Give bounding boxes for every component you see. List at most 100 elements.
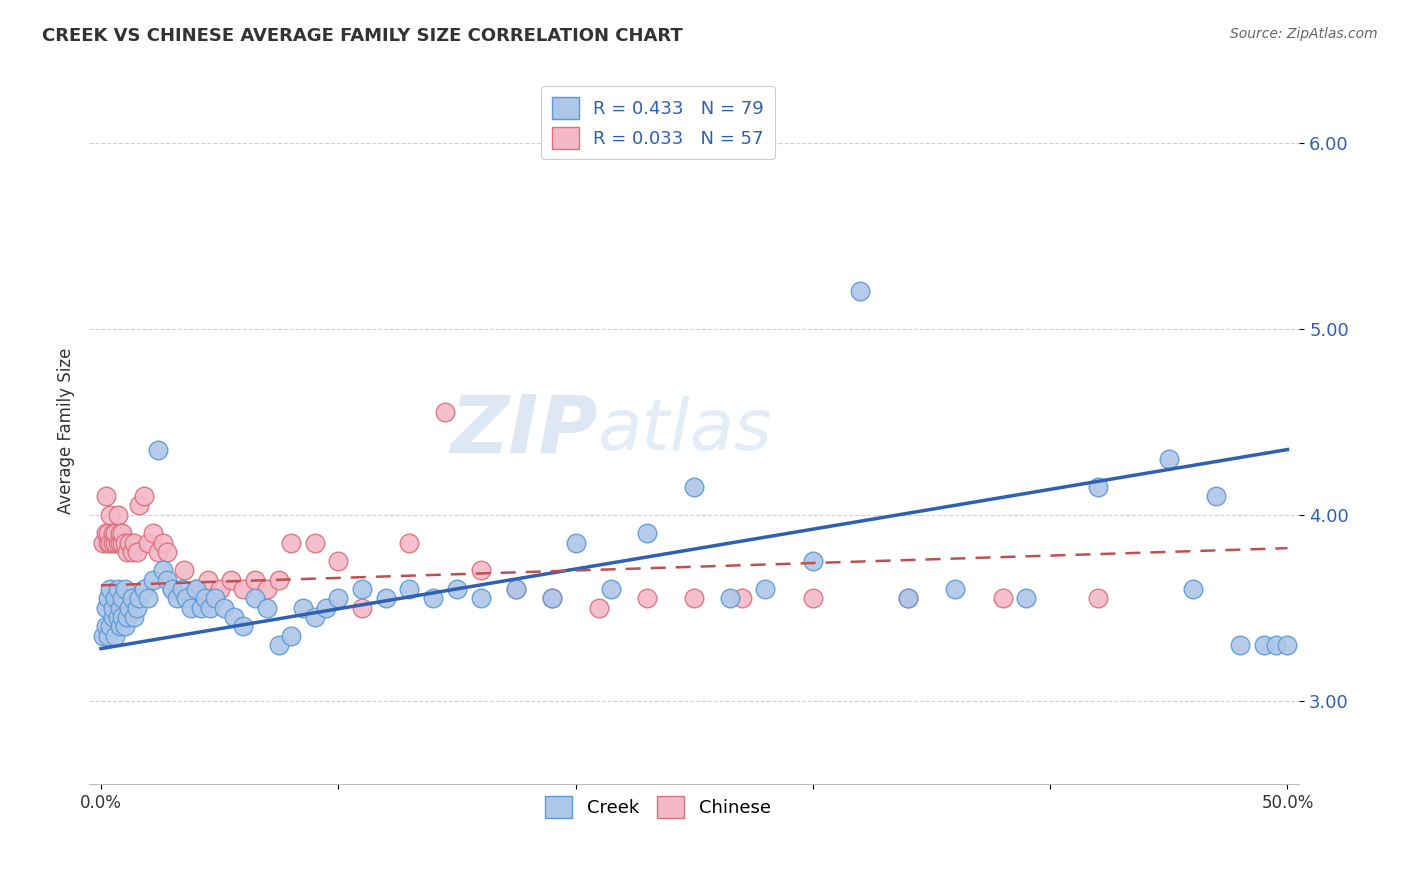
Point xyxy=(267,573,290,587)
Point xyxy=(97,591,120,606)
Point xyxy=(683,480,706,494)
Point xyxy=(256,582,278,596)
Point xyxy=(114,535,136,549)
Point xyxy=(446,582,468,596)
Point xyxy=(160,582,183,596)
Point xyxy=(1253,638,1275,652)
Point xyxy=(398,582,420,596)
Point xyxy=(505,582,527,596)
Point xyxy=(125,545,148,559)
Point xyxy=(801,591,824,606)
Point xyxy=(156,573,179,587)
Point xyxy=(184,582,207,596)
Point xyxy=(118,600,141,615)
Point xyxy=(107,535,129,549)
Point xyxy=(122,535,145,549)
Point xyxy=(304,610,326,624)
Point xyxy=(156,545,179,559)
Point xyxy=(221,573,243,587)
Point xyxy=(142,573,165,587)
Point xyxy=(718,591,741,606)
Point xyxy=(564,535,586,549)
Point xyxy=(100,535,122,549)
Point xyxy=(104,526,127,541)
Point xyxy=(108,535,131,549)
Point xyxy=(897,591,920,606)
Point xyxy=(470,591,492,606)
Point xyxy=(121,591,143,606)
Point xyxy=(232,582,254,596)
Point xyxy=(118,535,141,549)
Point xyxy=(1205,489,1227,503)
Point xyxy=(111,535,134,549)
Point xyxy=(111,591,134,606)
Point xyxy=(152,535,174,549)
Text: atlas: atlas xyxy=(598,396,772,466)
Text: Source: ZipAtlas.com: Source: ZipAtlas.com xyxy=(1230,27,1378,41)
Point xyxy=(138,591,160,606)
Point xyxy=(600,582,623,596)
Point xyxy=(943,582,966,596)
Point xyxy=(146,442,169,457)
Point xyxy=(166,591,188,606)
Point xyxy=(280,535,302,549)
Point xyxy=(897,591,920,606)
Point xyxy=(1264,638,1286,652)
Point xyxy=(107,508,129,522)
Point xyxy=(94,489,117,503)
Point xyxy=(97,535,120,549)
Point xyxy=(328,591,350,606)
Point xyxy=(142,526,165,541)
Point xyxy=(104,591,127,606)
Point xyxy=(97,629,120,643)
Point xyxy=(731,591,754,606)
Text: ZIP: ZIP xyxy=(450,392,598,470)
Point xyxy=(280,629,302,643)
Point xyxy=(184,582,207,596)
Point xyxy=(505,582,527,596)
Point xyxy=(101,526,124,541)
Point xyxy=(107,582,129,596)
Point xyxy=(315,600,337,615)
Point xyxy=(146,545,169,559)
Point xyxy=(754,582,776,596)
Point xyxy=(125,600,148,615)
Point xyxy=(91,629,114,643)
Point xyxy=(194,591,217,606)
Point xyxy=(1277,638,1299,652)
Point xyxy=(267,638,290,652)
Point xyxy=(97,526,120,541)
Point xyxy=(197,573,219,587)
Point xyxy=(101,600,124,615)
Point xyxy=(115,610,138,624)
Point xyxy=(111,526,134,541)
Point xyxy=(1181,582,1204,596)
Point xyxy=(636,526,658,541)
Point xyxy=(160,582,183,596)
Point xyxy=(350,582,373,596)
Point xyxy=(101,610,124,624)
Point xyxy=(470,564,492,578)
Point xyxy=(152,564,174,578)
Point xyxy=(180,600,202,615)
Point xyxy=(128,499,150,513)
Point xyxy=(1087,480,1109,494)
Point xyxy=(1157,451,1180,466)
Point xyxy=(107,610,129,624)
Point xyxy=(398,535,420,549)
Point xyxy=(173,564,195,578)
Point xyxy=(170,582,193,596)
Point xyxy=(256,600,278,615)
Point xyxy=(190,600,212,615)
Point xyxy=(801,554,824,568)
Point xyxy=(208,582,231,596)
Point xyxy=(138,535,160,549)
Point xyxy=(991,591,1014,606)
Point xyxy=(434,405,457,419)
Point xyxy=(350,600,373,615)
Point xyxy=(222,610,245,624)
Point xyxy=(683,591,706,606)
Point xyxy=(540,591,562,606)
Y-axis label: Average Family Size: Average Family Size xyxy=(58,348,75,514)
Point xyxy=(1229,638,1251,652)
